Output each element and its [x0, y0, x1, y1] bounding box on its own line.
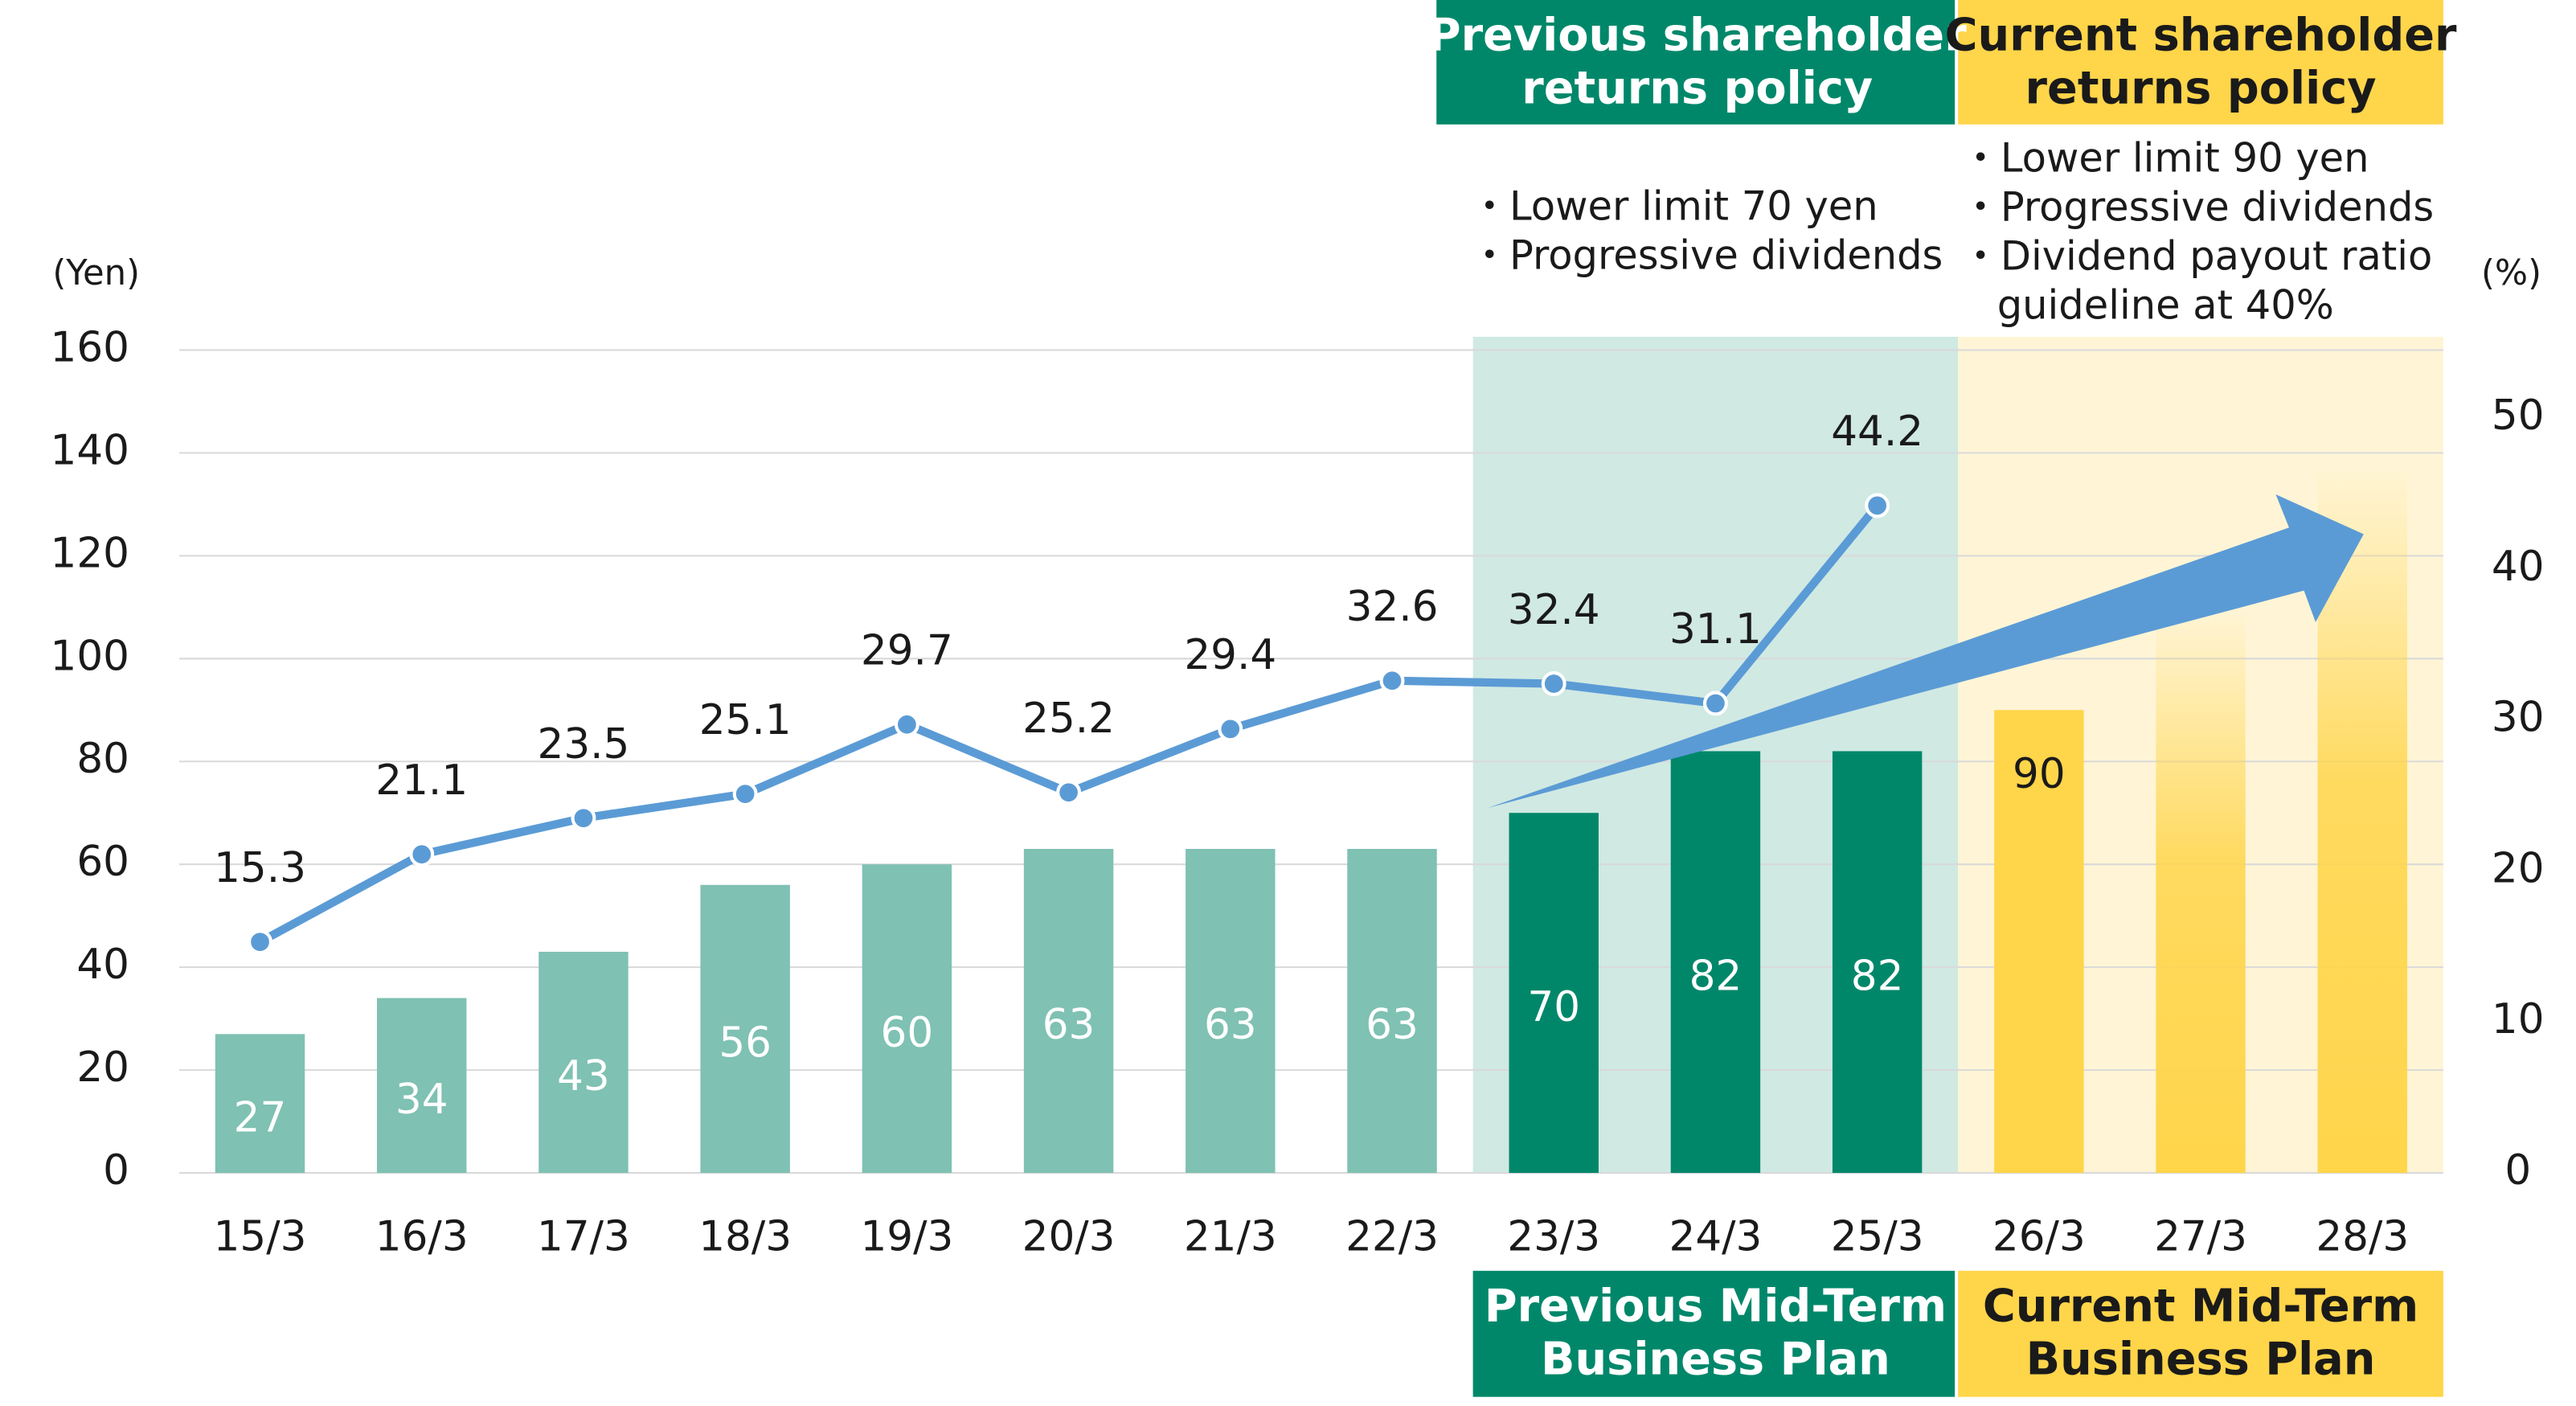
y2-tick-label: 30 — [2492, 694, 2545, 742]
bar — [1994, 710, 2084, 1174]
line-point — [1218, 716, 1243, 742]
panel-header-box — [1958, 0, 2443, 125]
x-tick-label: 24/3 — [1669, 1213, 1763, 1261]
x-tick-label: 27/3 — [2154, 1213, 2247, 1261]
panel-header: returns policy — [2025, 63, 2377, 115]
x-tick-label: 28/3 — [2316, 1213, 2409, 1261]
y-tick-label: 20 — [76, 1043, 129, 1092]
bar — [1347, 849, 1437, 1174]
y2-tick-label: 40 — [2492, 543, 2545, 591]
x-tick-label: 26/3 — [1992, 1213, 2086, 1261]
bar-value-label: 43 — [557, 1052, 610, 1101]
line-point — [1702, 691, 1728, 716]
bar — [2156, 607, 2246, 1174]
bar-value-label: 27 — [234, 1093, 287, 1142]
panel-footer-box — [1958, 1270, 2443, 1397]
bar-value-label: 63 — [1042, 1001, 1096, 1049]
x-tick-label: 22/3 — [1345, 1213, 1439, 1261]
bar-value-label: 56 — [719, 1019, 772, 1068]
line-value-label: 29.7 — [861, 626, 953, 674]
bar-value-label: 82 — [1851, 952, 1904, 1000]
bar — [862, 864, 952, 1174]
x-tick-label: 19/3 — [860, 1213, 953, 1261]
bar — [539, 951, 629, 1174]
bar-value-label: 63 — [1204, 1001, 1257, 1049]
bar — [1832, 751, 1923, 1174]
panel-note: ・Progressive dividends — [1469, 232, 1943, 278]
y-tick-label: 120 — [51, 529, 129, 577]
y-tick-label: 140 — [51, 426, 129, 474]
line-point — [1865, 493, 1890, 519]
x-tick-label: 15/3 — [214, 1213, 307, 1261]
bar — [377, 998, 467, 1174]
panel-note: ・Dividend payout ratio — [1960, 232, 2432, 279]
line-value-label: 32.4 — [1508, 586, 1600, 634]
line-value-label: 32.6 — [1346, 583, 1439, 631]
panel-note: guideline at 40% — [1997, 281, 2334, 328]
y2-tick-label: 10 — [2492, 995, 2545, 1043]
y2-axis-unit: (%) — [2481, 253, 2541, 293]
x-tick-label: 16/3 — [375, 1213, 469, 1261]
y-tick-label: 160 — [51, 323, 129, 371]
bar — [1509, 813, 1599, 1174]
x-tick-label: 18/3 — [698, 1213, 792, 1261]
panel-note: ・Lower limit 70 yen — [1469, 183, 1878, 230]
panel-footer: Business Plan — [2026, 1333, 2376, 1385]
bar-value-label: 34 — [395, 1076, 448, 1124]
bar-value-label: 82 — [1689, 952, 1743, 1000]
y-tick-label: 100 — [51, 632, 129, 680]
line-point — [571, 805, 596, 831]
x-tick-label: 21/3 — [1184, 1213, 1277, 1261]
bar — [1023, 849, 1114, 1174]
x-tick-label: 25/3 — [1831, 1213, 1924, 1261]
bar-value-label: 90 — [2013, 750, 2066, 798]
line-value-label: 23.5 — [538, 720, 630, 769]
line-value-label: 21.1 — [375, 756, 468, 805]
panel-header: Current shareholder — [1945, 10, 2457, 62]
panel-note: ・Progressive dividends — [1960, 184, 2434, 231]
panel-header: Previous shareholder — [1428, 10, 1967, 62]
bar-value-label: 63 — [1366, 1001, 1419, 1049]
panel-header-box — [1436, 0, 1956, 125]
y-tick-label: 60 — [76, 838, 129, 886]
line-point — [732, 781, 758, 807]
y-tick-label: 80 — [76, 735, 129, 783]
y-tick-label: 0 — [103, 1146, 129, 1195]
line-value-label: 25.1 — [699, 696, 792, 744]
panel-footer-box — [1472, 1270, 1956, 1397]
line-point — [1056, 780, 1082, 805]
line-point — [894, 711, 919, 737]
y-tick-label: 40 — [76, 941, 129, 989]
bar-value-label: 60 — [881, 1009, 934, 1057]
line-value-label: 31.1 — [1669, 605, 1762, 654]
panel-note: ・Lower limit 90 yen — [1960, 135, 2369, 182]
y-axis-unit: (Yen) — [52, 253, 140, 293]
y2-tick-label: 0 — [2504, 1146, 2531, 1195]
line-value-label: 25.2 — [1022, 695, 1115, 743]
x-tick-label: 23/3 — [1507, 1213, 1600, 1261]
x-tick-label: 17/3 — [537, 1213, 630, 1261]
line-point — [1541, 671, 1566, 696]
line-value-label: 44.2 — [1831, 408, 1923, 456]
line-point — [248, 929, 272, 955]
panel-footer: Current Mid-Term — [1983, 1280, 2418, 1332]
line-point — [1379, 668, 1405, 694]
panel-footer: Business Plan — [1541, 1333, 1890, 1385]
bar — [1670, 751, 1761, 1174]
x-tick-label: 20/3 — [1022, 1213, 1116, 1261]
line-value-label: 29.4 — [1184, 631, 1276, 679]
panel-header: returns policy — [1521, 63, 1873, 115]
y2-tick-label: 20 — [2492, 844, 2545, 892]
panel-footer: Previous Mid-Term — [1485, 1280, 1947, 1332]
bar — [700, 884, 790, 1174]
line-point — [409, 842, 435, 867]
line-value-label: 15.3 — [214, 844, 306, 892]
y2-tick-label: 50 — [2492, 391, 2545, 440]
bar — [215, 1034, 305, 1174]
bar — [1186, 849, 1276, 1174]
bar-value-label: 70 — [1527, 983, 1580, 1031]
